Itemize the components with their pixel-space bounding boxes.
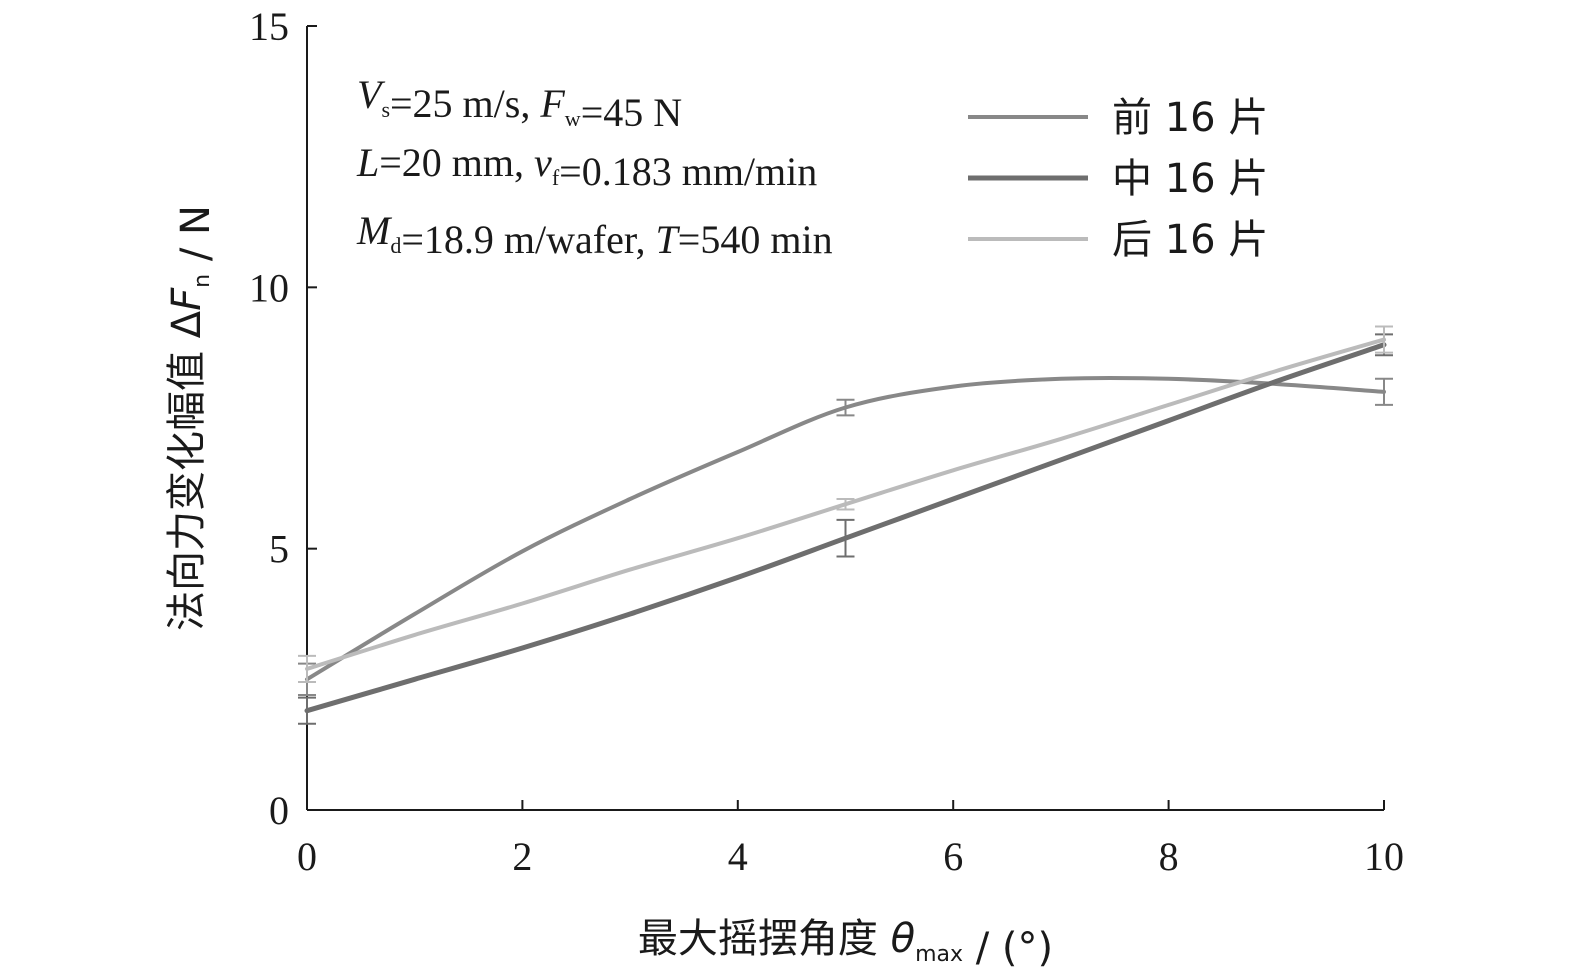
text-part: =20 mm, xyxy=(379,140,534,185)
text-part: F xyxy=(539,81,565,126)
text-part: =0.183 mm/min xyxy=(559,149,817,194)
text-part: =540 min xyxy=(678,217,833,262)
text-part: 法向力变化幅值 Δ xyxy=(164,310,210,631)
y-tick-label: 10 xyxy=(249,265,289,310)
text-part: F xyxy=(164,287,210,311)
text-part: θ xyxy=(891,916,915,962)
x-axis-title: 最大摇摆角度 θmax / (°) xyxy=(638,916,1053,971)
y-tick-label: 5 xyxy=(269,527,289,572)
text-part: / (°) xyxy=(963,925,1053,971)
text-part: =18.9 m/wafer, xyxy=(401,217,655,262)
text-part: w xyxy=(565,106,581,131)
y-axis-title: 法向力变化幅值 ΔFn / N xyxy=(164,205,219,631)
x-tick-label: 2 xyxy=(512,834,532,879)
legend-label: 前 16 片 xyxy=(1112,95,1268,141)
text-part: M xyxy=(356,208,393,253)
series-group xyxy=(298,325,1393,683)
annotation-line: L=20 mm, vf=0.183 mm/min xyxy=(356,140,817,194)
text-part: d xyxy=(390,233,401,258)
x-tick-label: 4 xyxy=(728,834,748,879)
text-part: T xyxy=(656,217,681,262)
text-part: / N xyxy=(173,205,219,274)
text-part: n xyxy=(190,274,215,288)
text-part: max xyxy=(915,942,963,967)
text-part: =45 N xyxy=(581,90,682,135)
x-tick-label: 10 xyxy=(1364,834,1404,879)
text-part: =25 m/s, xyxy=(390,81,540,126)
x-tick-label: 6 xyxy=(943,834,963,879)
legend-label: 后 16 片 xyxy=(1112,217,1268,263)
y-tick-label: 0 xyxy=(269,788,289,833)
y-tick-label: 15 xyxy=(249,4,289,49)
text-part: V xyxy=(357,72,386,117)
series-group xyxy=(298,333,1393,725)
text-part: v xyxy=(534,140,552,185)
text-part: f xyxy=(552,165,560,190)
legend-label: 中 16 片 xyxy=(1112,156,1268,202)
annotation-line: Vs=25 m/s, Fw=45 N xyxy=(357,72,682,135)
annotation-line: Md=18.9 m/wafer, T=540 min xyxy=(356,208,833,262)
text-part: 最大摇摆角度 xyxy=(638,916,891,962)
x-tick-label: 8 xyxy=(1159,834,1179,879)
text-part: s xyxy=(381,97,390,122)
x-tick-label: 0 xyxy=(297,834,317,879)
text-part: L xyxy=(356,140,379,185)
